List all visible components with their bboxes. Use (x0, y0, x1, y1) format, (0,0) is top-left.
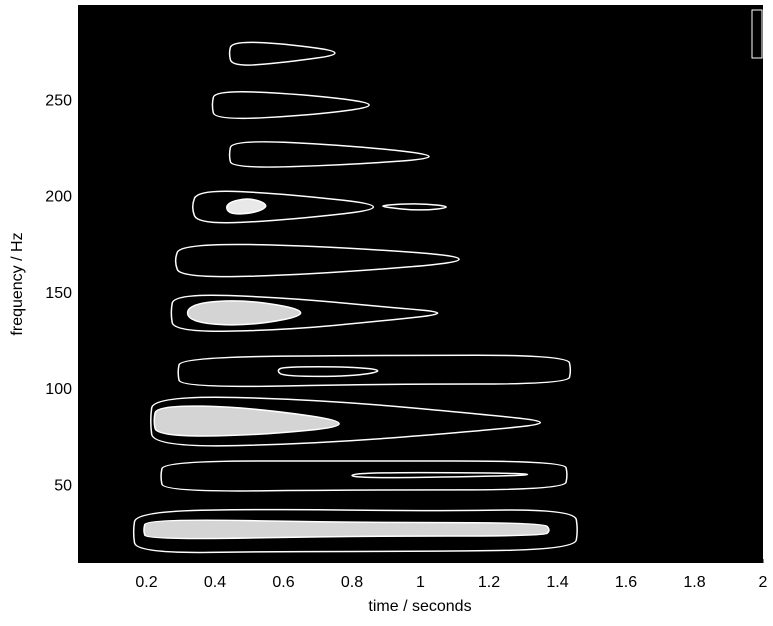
x-tick-label: 0.4 (204, 574, 226, 591)
contour (150, 396, 542, 447)
contour (177, 354, 572, 388)
x-tick-label: 0.6 (272, 574, 294, 591)
contour (226, 198, 267, 215)
y-tick-label: 150 (45, 285, 72, 302)
x-tick-label: 1 (416, 574, 425, 591)
contour (191, 190, 375, 224)
y-axis-label: frequency / Hz (9, 232, 26, 335)
x-tick-label: 1.4 (546, 574, 568, 591)
contour (277, 365, 379, 378)
x-tick-label: 2 (759, 574, 768, 591)
contour (382, 203, 447, 211)
contour (228, 41, 336, 66)
contour (132, 508, 578, 554)
contour (170, 294, 439, 332)
corner-icon (751, 9, 763, 59)
y-tick-label: 200 (45, 189, 72, 206)
x-tick-label: 0.8 (341, 574, 363, 591)
contour (143, 519, 550, 540)
x-tick-label: 0.2 (135, 574, 157, 591)
x-tick-label: 1.2 (478, 574, 500, 591)
contour (351, 471, 529, 479)
contour (186, 300, 302, 326)
y-tick-label: 50 (54, 477, 72, 494)
contour (174, 243, 460, 278)
x-tick-label: 1.6 (615, 574, 637, 591)
x-tick-label: 1.8 (683, 574, 705, 591)
y-tick-label: 250 (45, 92, 72, 109)
x-axis-label: time / seconds (368, 598, 471, 615)
contour (160, 460, 568, 492)
contour (153, 405, 340, 437)
contour (211, 91, 370, 120)
y-tick-label: 100 (45, 381, 72, 398)
plot-area (78, 5, 763, 563)
contour (228, 141, 430, 168)
